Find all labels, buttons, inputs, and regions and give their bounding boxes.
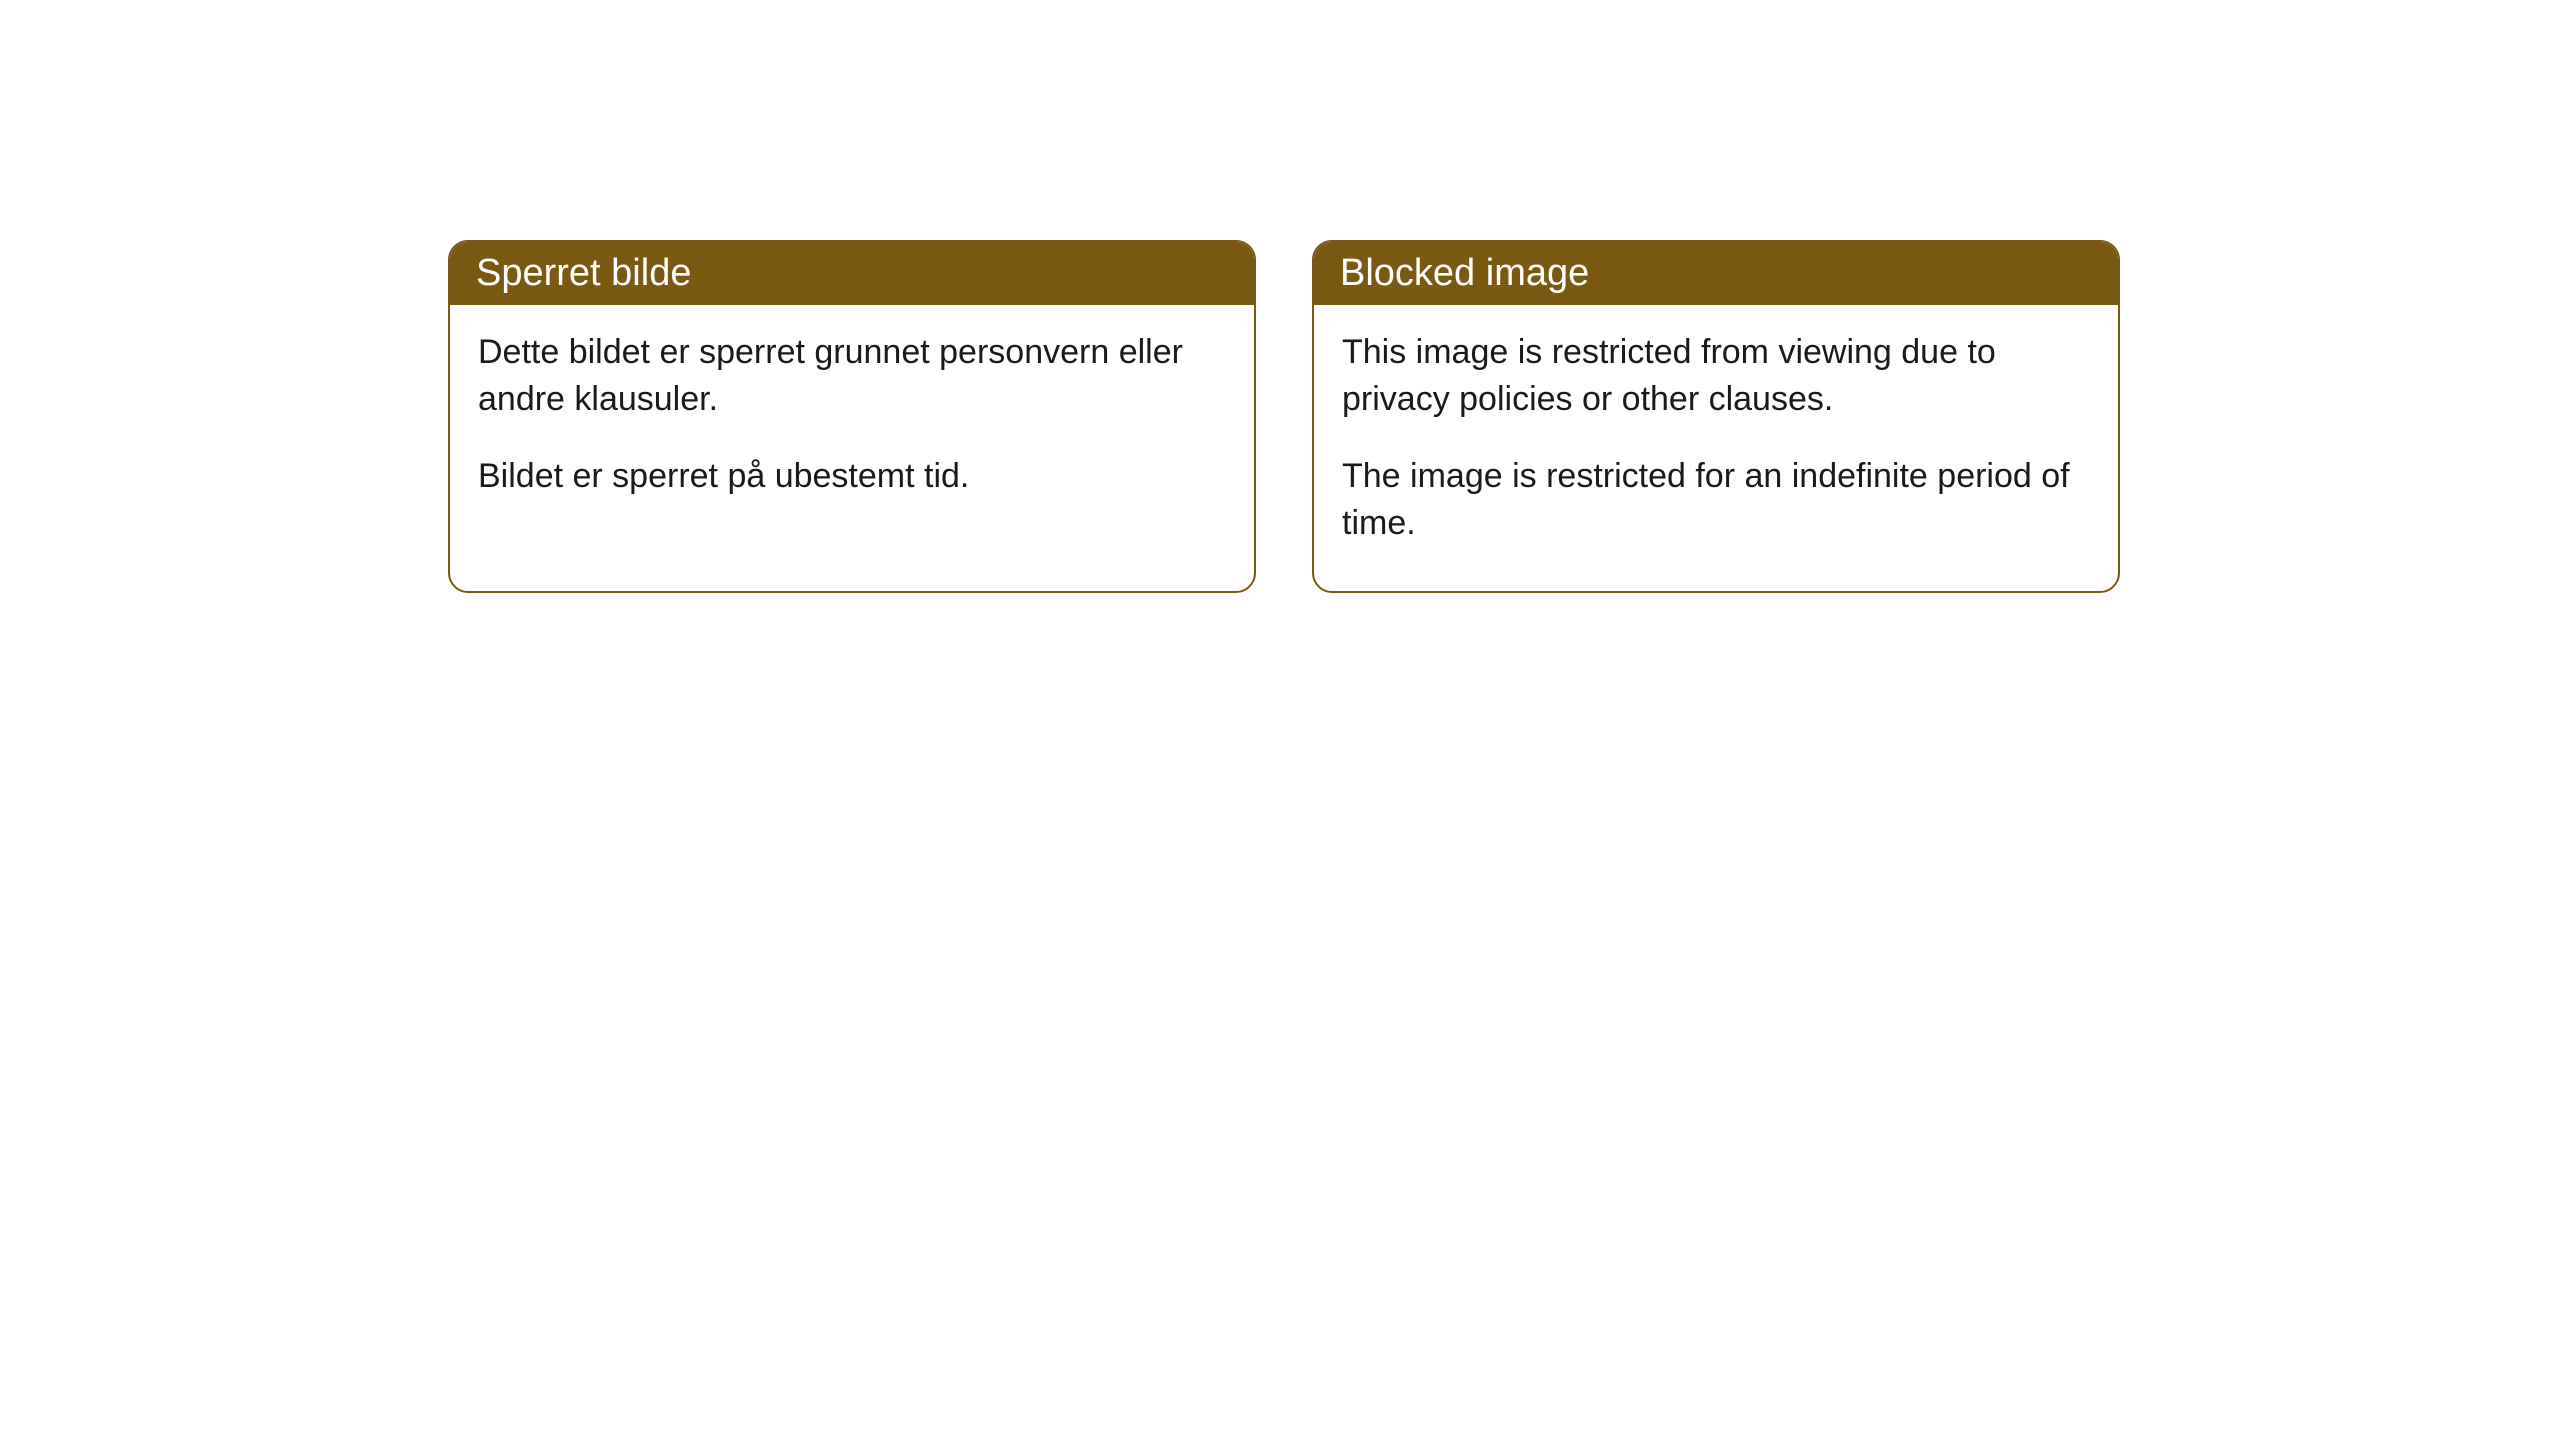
card-paragraph: The image is restricted for an indefinit…: [1342, 453, 2090, 547]
card-title: Sperret bilde: [476, 252, 691, 294]
card-body: Dette bildet er sperret grunnet personve…: [450, 305, 1254, 544]
card-title: Blocked image: [1340, 252, 1589, 294]
card-paragraph: This image is restricted from viewing du…: [1342, 329, 2090, 423]
notice-cards-container: Sperret bilde Dette bildet er sperret gr…: [448, 240, 2120, 593]
notice-card-english: Blocked image This image is restricted f…: [1312, 240, 2120, 593]
card-paragraph: Bildet er sperret på ubestemt tid.: [478, 453, 1226, 500]
card-paragraph: Dette bildet er sperret grunnet personve…: [478, 329, 1226, 423]
card-header: Blocked image: [1314, 242, 2118, 305]
notice-card-norwegian: Sperret bilde Dette bildet er sperret gr…: [448, 240, 1256, 593]
card-header: Sperret bilde: [450, 242, 1254, 305]
card-body: This image is restricted from viewing du…: [1314, 305, 2118, 591]
